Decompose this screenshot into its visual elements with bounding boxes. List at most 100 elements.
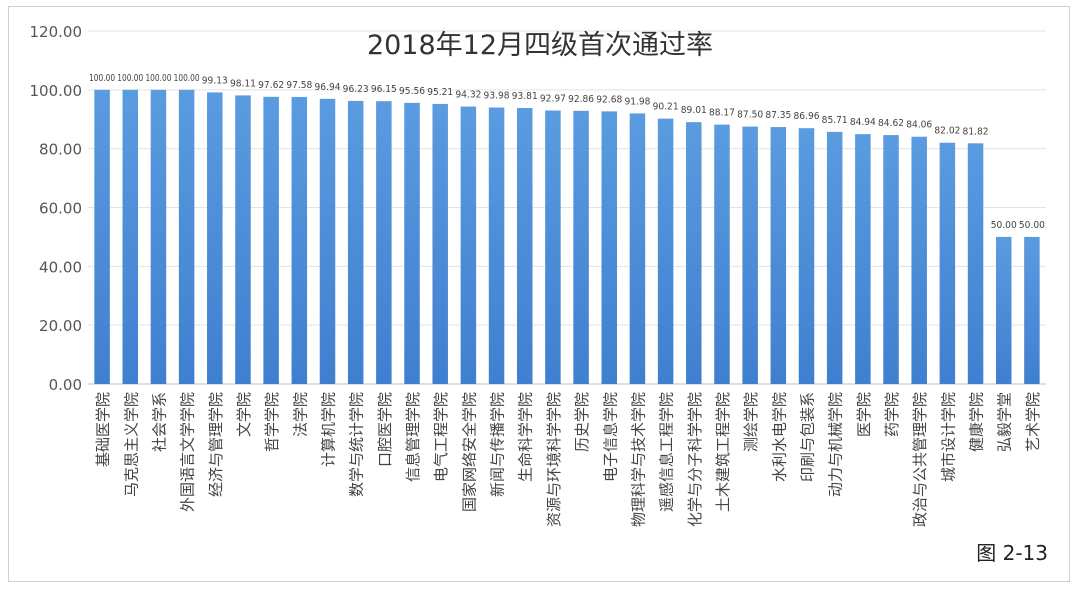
data-label: 100.00: [117, 73, 143, 84]
bar: [460, 106, 477, 385]
x-tick-label: 城市设计学院: [939, 392, 957, 482]
x-tick-label: 文学院: [235, 392, 253, 437]
data-label: 92.86: [568, 94, 594, 105]
data-label: 99.13: [202, 75, 228, 86]
data-label: 84.06: [906, 120, 932, 131]
bar: [939, 142, 956, 384]
data-label: 95.21: [427, 87, 453, 98]
x-tick-label: 健康学院: [968, 392, 986, 452]
bar: [235, 95, 251, 385]
bar: [967, 143, 984, 384]
bar: [319, 98, 336, 384]
bar: [1024, 236, 1040, 384]
data-label: 96.94: [315, 82, 341, 93]
bar: [150, 89, 167, 384]
data-label: 92.68: [596, 94, 622, 105]
bar: [347, 100, 364, 385]
x-tick-label: 药学院: [883, 392, 901, 437]
x-tick-label: 数学与统计学院: [348, 392, 366, 497]
bar: [94, 89, 110, 384]
y-tick-label: 40.00: [39, 258, 82, 276]
bar: [686, 122, 702, 385]
bar: [573, 110, 589, 385]
chart-title: 2018年12月四级首次通过率: [367, 30, 713, 61]
x-tick-label: 信息管理学院: [404, 392, 422, 482]
data-label: 87.50: [737, 110, 763, 121]
data-label: 97.62: [258, 80, 284, 91]
bar: [545, 110, 561, 385]
data-label: 97.58: [286, 80, 312, 91]
x-tick-label: 弘毅学堂: [996, 392, 1014, 452]
x-tick-label: 新闻与传播学院: [489, 392, 507, 497]
bar: [629, 113, 646, 384]
x-tick-label: 水利水电学院: [770, 392, 788, 482]
y-tick-label: 0.00: [49, 376, 82, 394]
value-labels: 100.00 100.00 100.00 100.00 99.13 98.11 97.62 9…: [89, 73, 1045, 231]
y-axis: 0.00 20.00 40.00 60.00 80.00 100.00 120.00: [30, 23, 83, 394]
data-label: 92.97: [540, 94, 566, 105]
y-tick-label: 20.00: [39, 317, 82, 335]
x-tick-label: 遥感信息工程学院: [658, 392, 676, 512]
bar: [826, 131, 843, 384]
y-tick-label: 120.00: [30, 23, 83, 41]
bar: [798, 128, 815, 384]
x-tick-label: 外国语言文学学院: [179, 392, 197, 512]
x-tick-label: 电子信息学院: [601, 392, 619, 482]
data-label: 50.00: [1019, 220, 1045, 231]
bar: [263, 96, 279, 384]
data-label: 100.00: [89, 73, 115, 84]
data-label: 100.00: [174, 73, 200, 84]
x-tick-label: 化学与分子科学学院: [686, 392, 704, 527]
x-tick-label: 哲学学院: [263, 392, 281, 452]
data-label: 89.01: [681, 105, 707, 116]
bar: [488, 107, 505, 384]
data-label: 85.71: [822, 115, 848, 126]
x-tick-label: 计算机学院: [320, 392, 338, 467]
data-label: 94.32: [455, 90, 481, 101]
x-tick-label: 电气工程学院: [432, 392, 450, 482]
data-label: 81.82: [963, 126, 989, 137]
x-tick-label: 历史学院: [573, 392, 591, 452]
bar: [770, 127, 787, 385]
x-tick-label: 动力与机械学院: [827, 392, 845, 497]
y-tick-label: 60.00: [39, 200, 82, 218]
bar: [207, 92, 223, 385]
x-axis-labels: 基础医学院 马克思主义学院 社会学系 外国语言文学学院 经济与管理学院 文学院 哲学学院 法学…: [94, 392, 1042, 527]
bar: [432, 103, 448, 384]
bar: [855, 134, 871, 384]
data-label: 98.11: [230, 78, 256, 89]
bar: [404, 102, 420, 384]
chart-frame: [8, 6, 1070, 582]
bar: [376, 101, 392, 384]
data-label: 50.00: [991, 220, 1017, 231]
bar: [742, 126, 758, 385]
x-tick-label: 医学院: [855, 392, 873, 437]
bar: [291, 96, 308, 385]
bar: [995, 236, 1012, 384]
bar: [516, 108, 533, 385]
data-label: 90.21: [653, 102, 679, 113]
bar: [601, 111, 618, 384]
x-tick-label: 物理科学与技术学院: [629, 392, 647, 527]
data-label: 100.00: [145, 73, 171, 84]
y-tick-label: 100.00: [30, 82, 83, 100]
bar: [911, 136, 927, 384]
bars: [94, 89, 1040, 385]
x-tick-label: 法学院: [291, 392, 309, 437]
x-tick-label: 资源与环境科学学院: [545, 392, 563, 527]
data-label: 87.35: [765, 110, 791, 121]
data-label: 86.96: [794, 111, 820, 122]
x-tick-label: 政治与公共管理学院: [911, 392, 929, 527]
x-tick-label: 国家网络安全学院: [460, 392, 478, 512]
data-label: 91.98: [624, 96, 650, 107]
data-label: 84.62: [878, 118, 904, 129]
x-tick-label: 土木建筑工程学院: [714, 392, 732, 512]
data-label: 88.17: [709, 108, 735, 119]
x-tick-label: 生命科学学院: [517, 392, 535, 482]
y-tick-label: 80.00: [39, 141, 82, 159]
x-tick-label: 口腔医学院: [376, 392, 394, 467]
data-label: 93.81: [512, 91, 538, 102]
data-label: 95.56: [399, 86, 425, 97]
